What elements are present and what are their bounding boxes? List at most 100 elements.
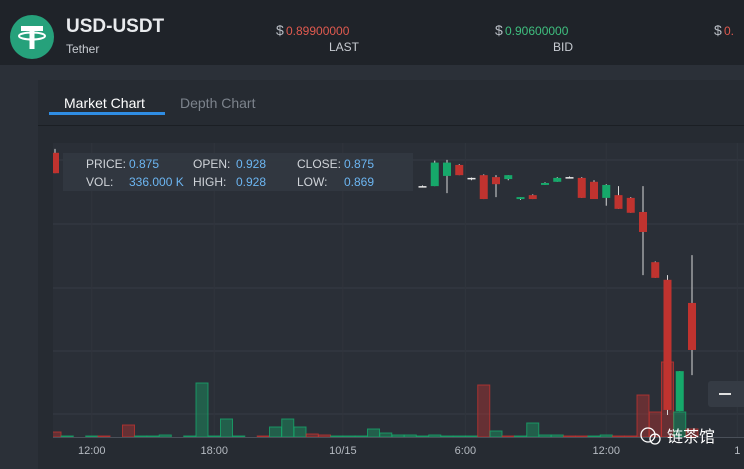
volume-bar xyxy=(501,435,515,438)
info-value: 0.875 xyxy=(344,157,374,171)
watermark: 链茶馆 xyxy=(667,428,715,446)
candle-body xyxy=(467,177,476,180)
candle-body xyxy=(688,302,696,350)
volume-bar xyxy=(342,435,356,438)
candle-body xyxy=(541,182,549,185)
tab-separator xyxy=(38,125,744,126)
volume-bar xyxy=(354,435,368,438)
candle-body xyxy=(675,371,684,412)
info-label: VOL: xyxy=(86,175,113,189)
x-tick-label: 12:00 xyxy=(592,445,620,457)
price-label: LAST xyxy=(328,40,359,54)
volume-bar xyxy=(587,435,601,438)
header: USD-USDT Tether $0.89900000 LAST $0.906000… xyxy=(0,0,744,65)
volume-bar xyxy=(391,434,405,438)
tab-market-chart[interactable]: Market Chart xyxy=(64,95,145,111)
volume-bar xyxy=(379,432,393,438)
volume-bar xyxy=(232,435,246,438)
info-value: 0.875 xyxy=(129,157,159,171)
candle-body xyxy=(516,197,525,200)
info-value: 0.928 xyxy=(236,157,266,171)
candle-body xyxy=(479,175,488,200)
volume-bar xyxy=(612,435,625,438)
volume-bar xyxy=(318,434,331,438)
volume-bar xyxy=(281,418,295,438)
tab-underline xyxy=(49,112,165,115)
x-tick-label: 10/15 xyxy=(329,445,357,457)
candle-body xyxy=(455,164,464,176)
volume-bar xyxy=(452,435,466,438)
volume-bar xyxy=(330,435,344,438)
candle-body xyxy=(602,184,611,198)
volume-bar xyxy=(403,434,417,438)
volume-bar xyxy=(526,422,540,438)
info-label: PRICE: xyxy=(86,157,126,171)
volume-bar xyxy=(122,424,135,438)
volume-bar xyxy=(428,434,442,438)
info-value: 0.869 xyxy=(344,175,374,189)
candle-body xyxy=(577,177,586,198)
candle-body xyxy=(443,162,451,176)
info-label: HIGH: xyxy=(193,175,226,189)
pair-title: USD-USDT xyxy=(66,16,165,37)
volume-bar xyxy=(440,435,454,438)
volume-bar xyxy=(477,384,491,438)
price-currency: $ xyxy=(714,22,722,38)
x-tick-label: 12:00 xyxy=(78,445,106,457)
candle-body xyxy=(504,175,513,180)
volume-bar xyxy=(207,435,221,438)
candle-body xyxy=(565,177,574,179)
info-box xyxy=(63,153,413,191)
volume-bar xyxy=(269,426,282,438)
volume-bar xyxy=(575,435,589,438)
info-label: OPEN: xyxy=(193,157,230,171)
tab-depth-chart[interactable]: Depth Chart xyxy=(180,95,256,111)
volume-bar xyxy=(195,382,209,438)
volume-bar xyxy=(60,435,74,438)
volume-bar xyxy=(158,434,172,438)
candle-body xyxy=(626,197,635,213)
candle-body xyxy=(663,279,672,410)
price-currency: $ xyxy=(495,22,503,38)
candle-body xyxy=(418,186,427,188)
price-value: 0.90600000 xyxy=(505,24,569,38)
volume-bar xyxy=(305,433,319,438)
price-value: 0. xyxy=(724,24,735,38)
volume-bar xyxy=(538,434,552,438)
price-label: BID xyxy=(552,40,573,54)
candle-body xyxy=(639,211,647,232)
price-value: 0.89900000 xyxy=(286,24,350,38)
candle-body xyxy=(553,177,562,182)
price-currency: $ xyxy=(276,22,284,38)
volume-bar xyxy=(97,435,111,438)
volume-bar xyxy=(183,435,197,438)
candle-body xyxy=(528,195,537,200)
info-label: LOW: xyxy=(297,175,327,189)
volume-bar xyxy=(256,435,270,438)
info-value: 0.928 xyxy=(236,175,266,189)
volume-bar xyxy=(465,435,478,438)
volume-bar xyxy=(367,428,380,438)
candle-body xyxy=(53,152,59,174)
candle-body xyxy=(430,162,439,187)
volume-bar xyxy=(220,418,233,438)
candle-body xyxy=(651,262,660,278)
x-tick-label: 6:00 xyxy=(455,445,476,457)
volume-bar xyxy=(514,435,527,438)
volume-bar xyxy=(85,435,99,438)
x-tick-label: 18:00 xyxy=(200,445,228,457)
info-label: CLOSE: xyxy=(297,157,341,171)
wechat-icon xyxy=(640,427,656,443)
volume-bar xyxy=(134,435,148,438)
volume-bar xyxy=(550,434,564,438)
candle-body xyxy=(492,177,500,185)
volume-bar xyxy=(53,431,62,438)
candle-body xyxy=(590,181,598,200)
volume-bar xyxy=(416,435,429,438)
volume-bar xyxy=(489,430,503,438)
x-tick-label: 1 xyxy=(734,445,740,457)
coin-name: Tether xyxy=(66,42,100,56)
volume-bar xyxy=(146,435,160,438)
